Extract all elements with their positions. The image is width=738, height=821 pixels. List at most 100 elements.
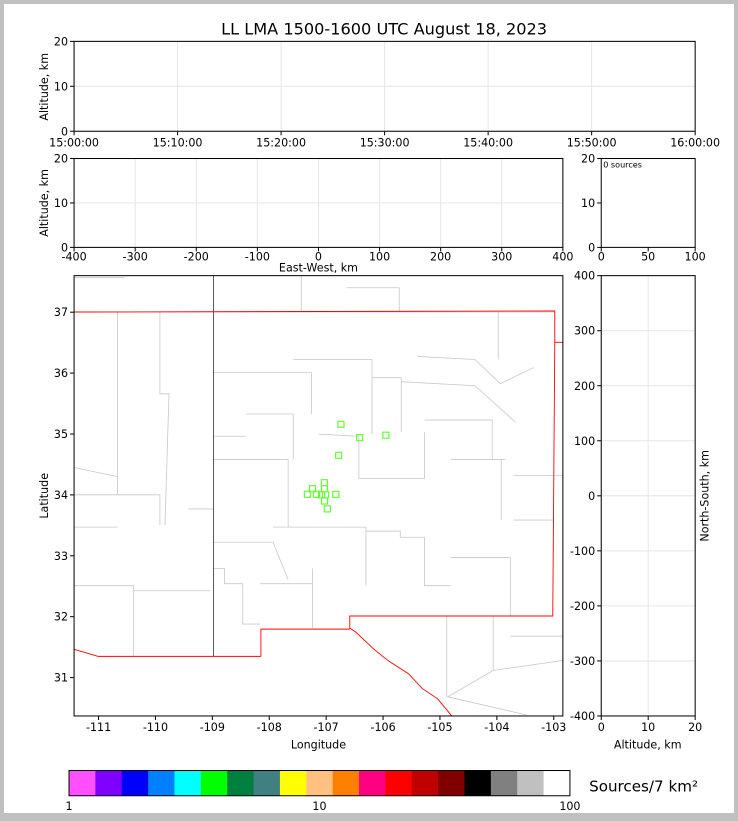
x-tick-label: 15:20:00 bbox=[256, 136, 306, 149]
y-tick-label: -400 bbox=[570, 710, 595, 723]
source-point bbox=[321, 491, 330, 499]
axes-frame bbox=[600, 158, 696, 248]
y-tick-label: 37 bbox=[54, 306, 68, 319]
colorbar-tick-label: 100 bbox=[559, 800, 580, 813]
y-tick-label: 20 bbox=[54, 153, 68, 166]
county-boundary bbox=[245, 413, 294, 460]
county-boundary bbox=[318, 432, 425, 480]
chart-title: LL LMA 1500-1600 UTC August 18, 2023 bbox=[221, 19, 547, 38]
colorbar-label: Sources/7 km² bbox=[589, 778, 698, 796]
colorbar: 1 10 100 Sources/7 km² bbox=[65, 770, 698, 813]
x-tick-label: 15:00:00 bbox=[49, 136, 99, 149]
y-tick-label: 100 bbox=[574, 435, 595, 448]
colorbar-segment bbox=[464, 770, 492, 796]
y-tick-label: 10 bbox=[54, 197, 68, 210]
colorbar-segment bbox=[306, 770, 334, 796]
x-tick-label: -300 bbox=[123, 251, 148, 264]
county-boundary bbox=[213, 541, 289, 580]
source-point bbox=[320, 497, 329, 505]
x-tick-label: 16:00:00 bbox=[670, 136, 720, 149]
colorbar-segment bbox=[69, 770, 96, 796]
county-boundary bbox=[213, 372, 312, 415]
source-point bbox=[320, 479, 329, 487]
x-tick-label: -105 bbox=[427, 721, 452, 734]
county-boundary bbox=[474, 359, 534, 385]
colorbar-segment bbox=[95, 770, 123, 796]
colorbar-frame bbox=[68, 770, 571, 797]
colorbar-segment bbox=[490, 770, 518, 796]
county-boundary bbox=[450, 557, 511, 616]
y-tick-label: 35 bbox=[54, 428, 68, 441]
x-tick-label: -107 bbox=[314, 721, 339, 734]
figure: LL LMA 1500-1600 UTC August 18, 2023 15:0… bbox=[4, 4, 734, 813]
y-tick-label: 33 bbox=[54, 550, 68, 563]
x-tick-label: 15:10:00 bbox=[153, 136, 203, 149]
y-tick-label: 0 bbox=[61, 125, 68, 138]
ew-altitude-panel: -400 -300 -200 -100 0 100 200 300 400 0 10 20Altitu… bbox=[38, 153, 574, 275]
x-axis-label: East-West, km bbox=[279, 262, 358, 275]
y-axis-label: Latitude bbox=[38, 473, 51, 519]
map-layer bbox=[74, 275, 563, 716]
x-tick-label: 50 bbox=[641, 251, 655, 264]
axes-frame bbox=[600, 275, 696, 717]
x-tick-label: 0 bbox=[315, 251, 322, 264]
axes-frame bbox=[73, 275, 564, 717]
source-point bbox=[303, 490, 312, 498]
colorbar-segment bbox=[253, 770, 281, 796]
x-tick-label: 400 bbox=[552, 251, 573, 264]
y-tick-label: -200 bbox=[570, 600, 595, 613]
x-tick-label: -110 bbox=[143, 721, 168, 734]
x-tick-label: 20 bbox=[688, 721, 702, 734]
x-tick-label: -111 bbox=[86, 721, 111, 734]
county-boundary bbox=[424, 419, 493, 460]
x-tick-label: -400 bbox=[61, 251, 86, 264]
county-boundary bbox=[213, 568, 260, 625]
source-point bbox=[332, 490, 340, 498]
colorbar-segment bbox=[148, 770, 175, 796]
y-tick-label: 300 bbox=[574, 325, 595, 338]
colorbar-segment bbox=[227, 770, 255, 796]
x-tick-label: -108 bbox=[257, 721, 282, 734]
y-axis-label: Altitude, km bbox=[38, 169, 51, 237]
x-tick-label: -103 bbox=[541, 721, 566, 734]
y-tick-label: 34 bbox=[54, 489, 68, 502]
plan-view-map: -111 -110 -109 -108 -107 -106 -105 -104 -103 31 32… bbox=[38, 275, 566, 751]
y-tick-label: 32 bbox=[54, 611, 68, 624]
y-tick-label: 0 bbox=[61, 241, 68, 254]
county-boundary bbox=[346, 287, 400, 313]
source-point bbox=[337, 420, 345, 428]
source-point bbox=[312, 490, 321, 498]
x-tick-label: 15:40:00 bbox=[463, 136, 513, 149]
x-tick-label: 0 bbox=[598, 251, 605, 264]
county-boundary bbox=[446, 615, 527, 716]
x-tick-label: 10 bbox=[641, 721, 655, 734]
x-tick-label: 300 bbox=[491, 251, 512, 264]
axes-frame bbox=[73, 40, 696, 132]
x-tick-label: 15:30:00 bbox=[360, 136, 410, 149]
colorbar-segment bbox=[200, 770, 228, 796]
county-boundary bbox=[293, 359, 373, 435]
y-tick-label: 0 bbox=[588, 490, 595, 503]
county-boundary bbox=[117, 312, 161, 526]
y-tick-label: 0 bbox=[588, 241, 595, 254]
source-count-annotation: 0 sources bbox=[603, 161, 642, 170]
y-axis-label: North-South, km bbox=[698, 450, 711, 542]
source-point bbox=[320, 485, 329, 493]
lma-figure: LL LMA 1500-1600 UTC August 18, 2023 15:0… bbox=[38, 19, 720, 813]
border-nm-mexico bbox=[260, 628, 350, 657]
county-boundary bbox=[493, 660, 563, 671]
y-tick-label: -300 bbox=[570, 655, 595, 668]
axes-frame bbox=[73, 158, 564, 248]
y-tick-label: 400 bbox=[574, 270, 595, 283]
source-point bbox=[323, 505, 331, 513]
y-tick-label: 20 bbox=[581, 153, 595, 166]
y-tick-label: 200 bbox=[574, 380, 595, 393]
x-tick-label: -106 bbox=[370, 721, 395, 734]
county-boundary bbox=[401, 381, 516, 423]
colorbar-segment bbox=[279, 770, 307, 796]
x-tick-label: -109 bbox=[200, 721, 225, 734]
border-az-mexico bbox=[74, 648, 261, 657]
altitude-ns-panel: 0 10 20 -400 -300 -200 -100 0 100 200 300 400 Altitu… bbox=[570, 270, 711, 752]
x-axis-label: Longitude bbox=[291, 738, 346, 751]
colorbar-segment bbox=[543, 770, 571, 796]
